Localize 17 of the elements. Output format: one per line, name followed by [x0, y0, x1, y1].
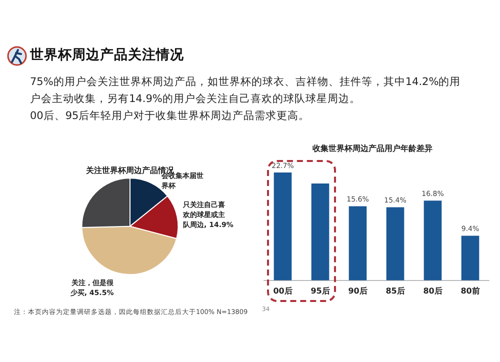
text: 75%的用户会关注世界杯周边产品，如世界杯的球衣、吉祥物、挂件等，其中14.2%的用户会主动收集，另有14.9%的用户会关注自己喜欢的球队球星周边。	[30, 75, 462, 107]
bar	[386, 207, 404, 280]
x-tick-label: 95后	[310, 286, 330, 296]
text: 世界杯周边产品关注情况	[30, 46, 184, 64]
x-tick-label: 80后	[423, 286, 442, 296]
bar	[348, 206, 367, 280]
bar	[311, 183, 330, 280]
text: 00后、95后年轻用户对于收集世界杯周边产品需求更高。	[30, 109, 311, 124]
chart-title: 关注世界杯周边产品情况	[85, 166, 175, 175]
x-tick-label: 00后	[273, 286, 292, 296]
bar	[461, 236, 480, 280]
x-tick-label: 80前	[460, 286, 480, 296]
x-tick-label: 85后	[386, 286, 405, 296]
chart-title: 收集世界杯周边产品用户年龄差异	[312, 144, 432, 153]
bar	[274, 172, 292, 280]
bar	[424, 200, 442, 280]
x-tick-label: 90后	[348, 286, 368, 296]
